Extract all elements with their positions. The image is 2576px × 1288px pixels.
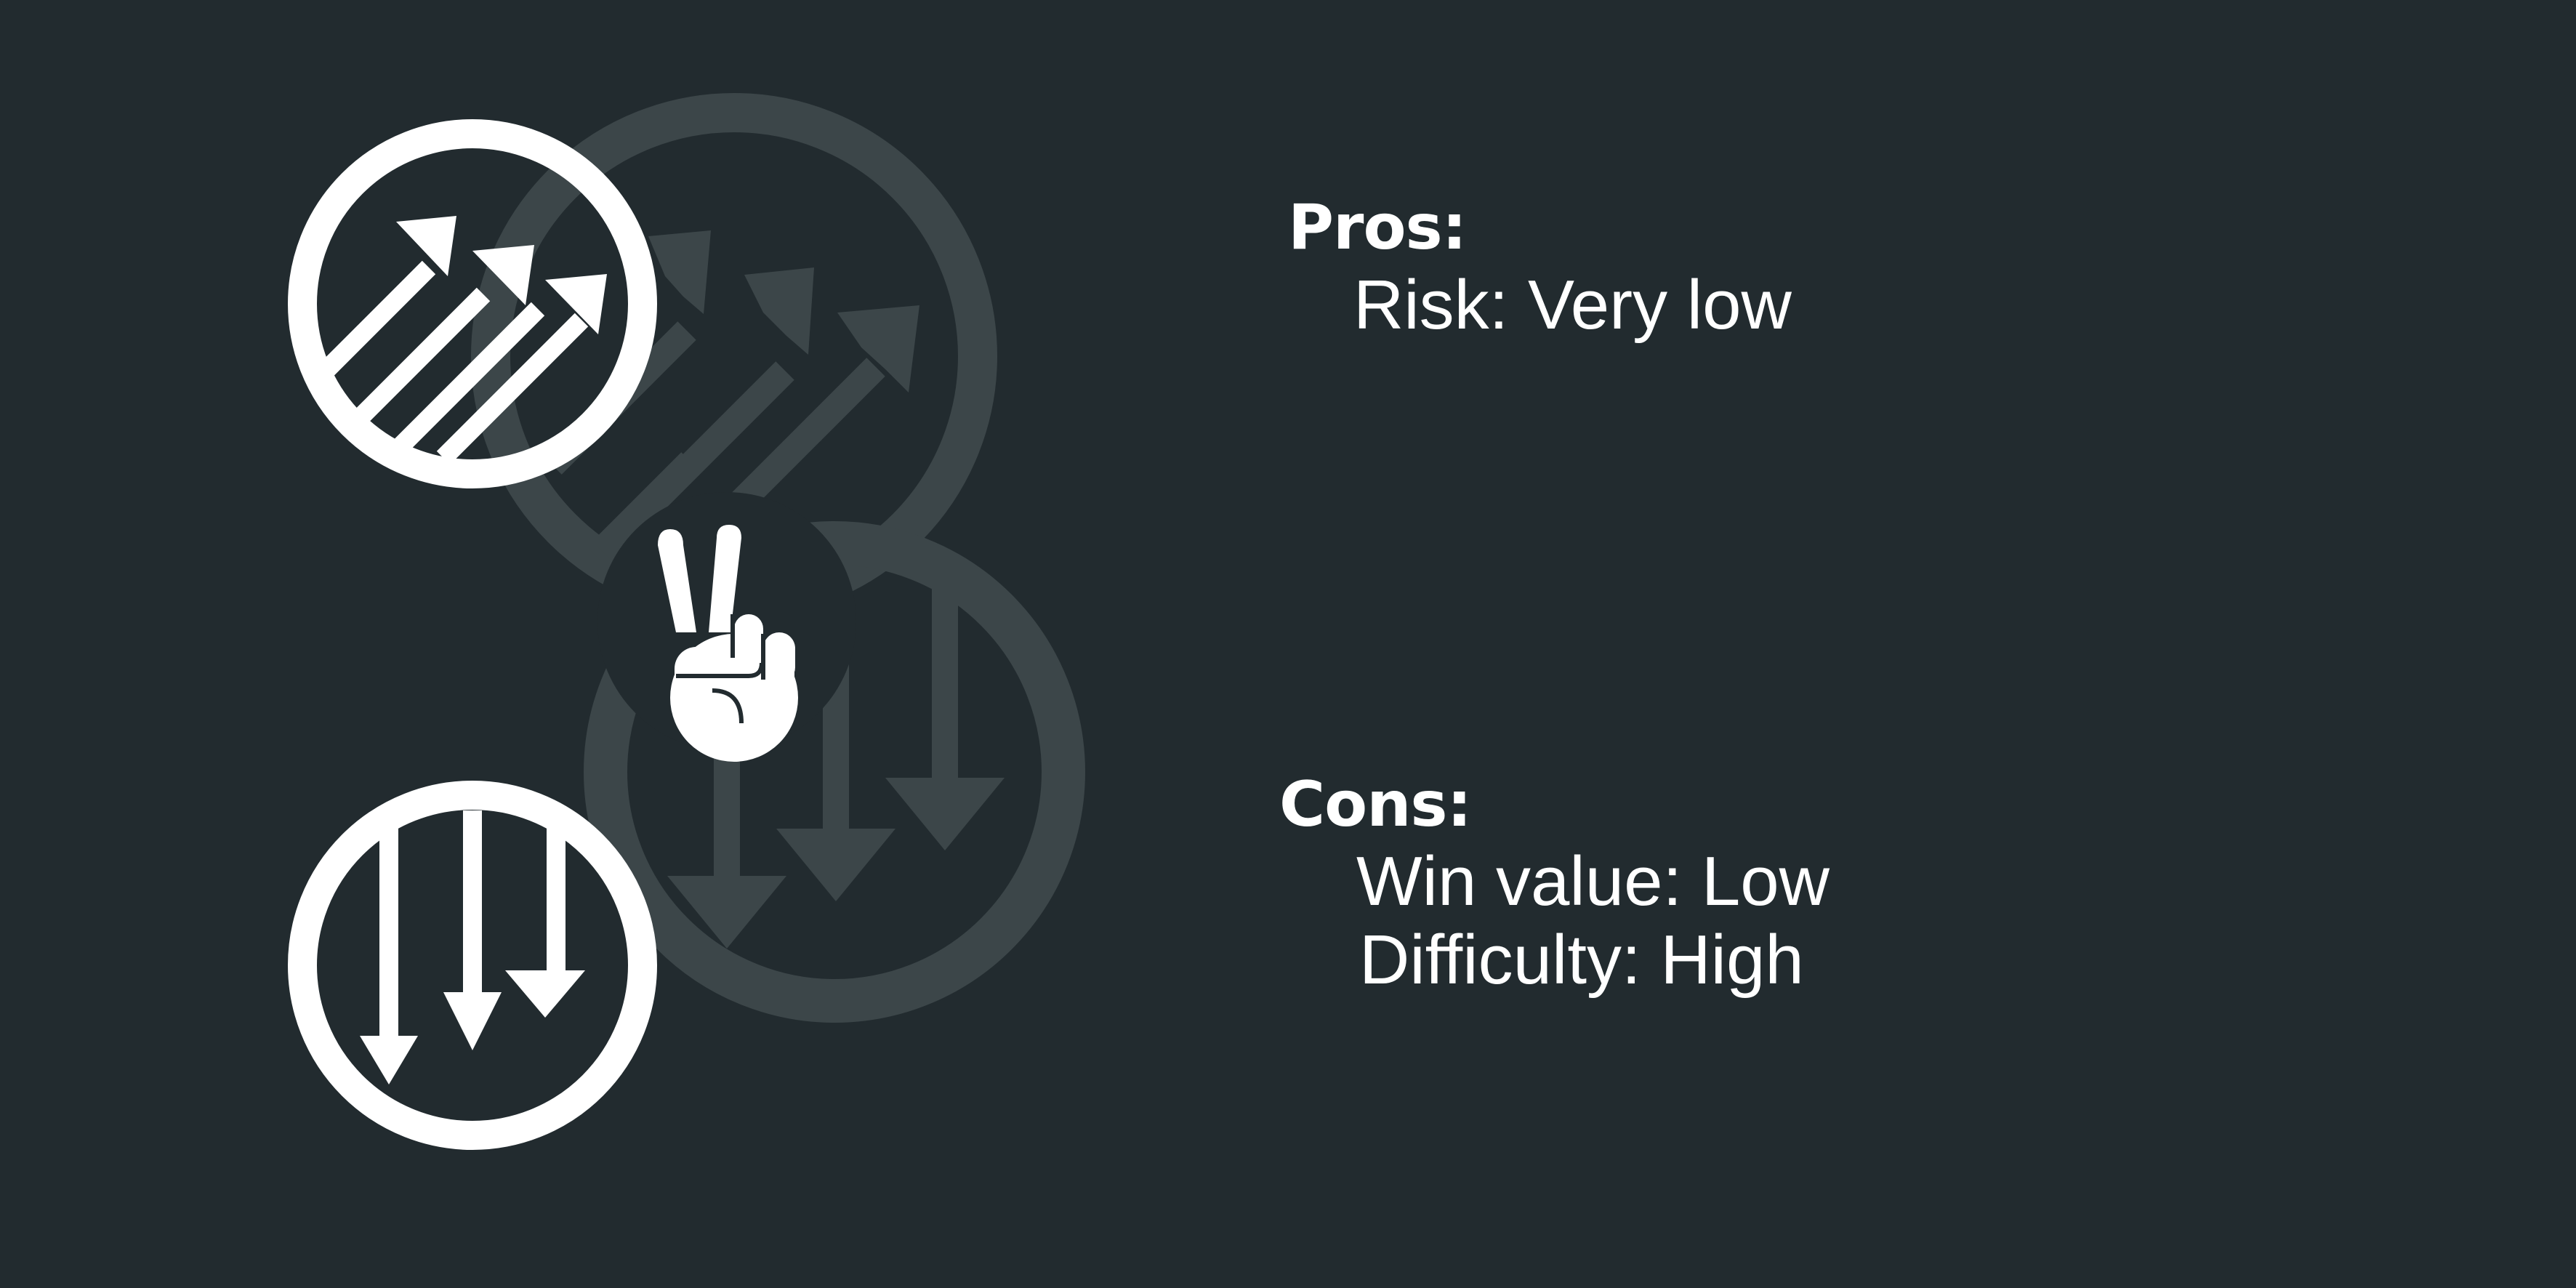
cons-item-difficulty: Difficulty: High: [1359, 921, 1804, 999]
down-arrows-circle-icon: [288, 781, 657, 1150]
cons-heading: Cons:: [1279, 768, 1472, 841]
up-right-arrows-circle-icon: [288, 119, 657, 488]
peace-hand-icon: [658, 525, 798, 762]
cons-item-win-value: Win value: Low: [1356, 842, 1830, 920]
pros-heading: Pros:: [1288, 191, 1467, 264]
pros-item-risk: Risk: Very low: [1353, 266, 1792, 344]
